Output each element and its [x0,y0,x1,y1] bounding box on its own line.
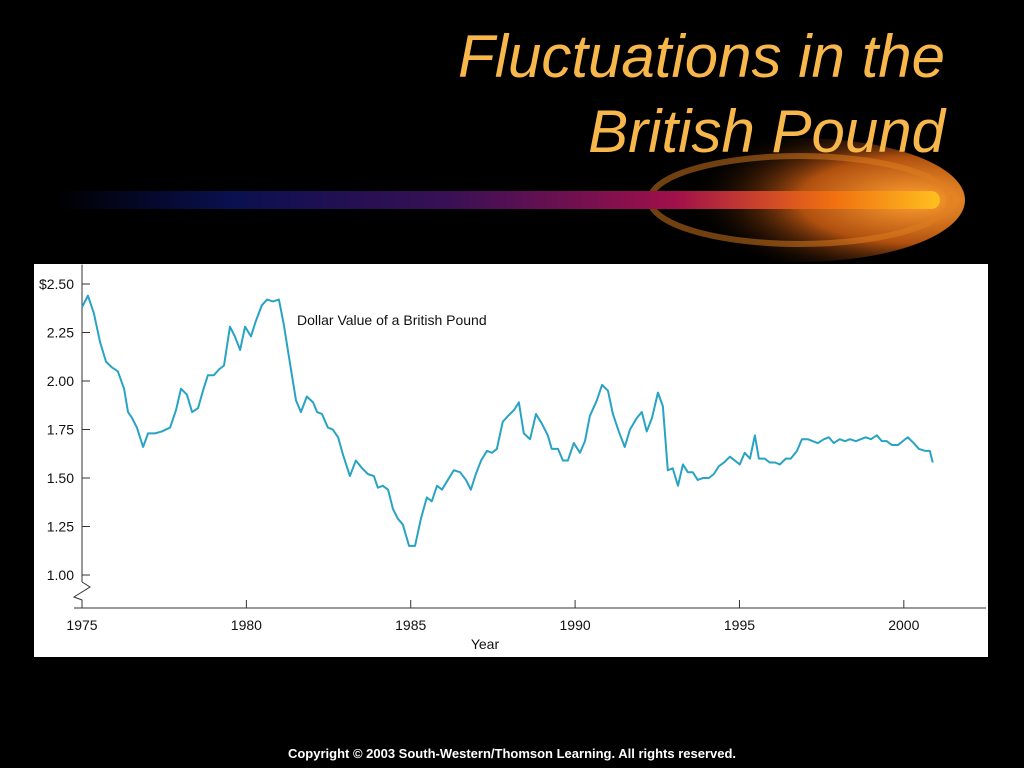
y-tick-label: 1.00 [47,567,74,583]
annotation: Dollar Value of a British Pound [297,312,487,328]
x-tick-label: 1990 [560,617,591,633]
x-tick-label: 1975 [66,617,97,633]
y-tick-label: 2.00 [47,373,74,389]
plot: $2.50 2.25 2.00 1.75 1.50 1.25 1.00 1975 1980 198… [39,264,986,652]
decor-bar [55,191,940,209]
y-tick-label: 1.25 [47,519,74,535]
x-tick-label: 1995 [724,617,755,633]
slide-title: Fluctuations in the [458,23,945,90]
x-tick-label: 1985 [395,617,426,633]
x-tick-label: 2000 [888,617,919,633]
slide-title: British Pound [588,98,946,165]
y-tick-label: 2.25 [47,325,74,341]
data-line [81,294,934,547]
x-tick-label: 1980 [231,617,262,633]
y-tick-label: 1.75 [47,422,74,438]
y-tick-label: $2.50 [39,276,74,292]
chart-panel [34,264,988,657]
footer: Copyright © 2003 South-Western/Thomson L… [288,746,736,761]
y-tick-label: 1.50 [47,470,74,486]
x-axis-label: Year [471,636,500,652]
